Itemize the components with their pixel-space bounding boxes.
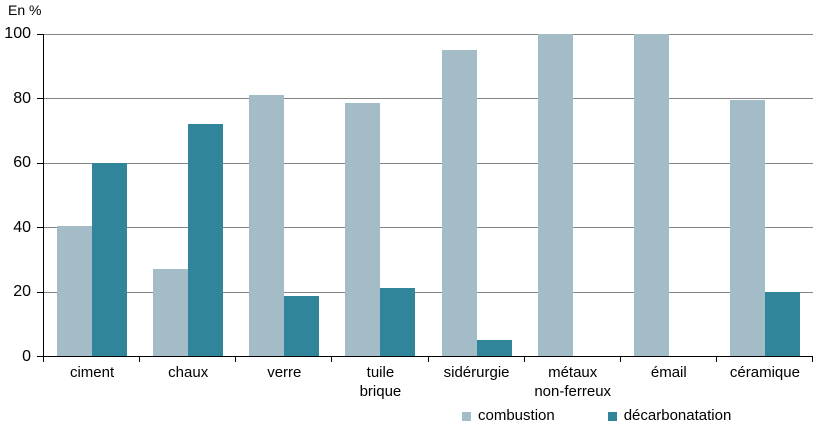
x-axis-tick-8 [812,357,813,362]
plot-area [37,34,813,362]
legend-label-combustion: combustion [478,407,555,424]
y-axis-label-40: 40 [13,218,31,236]
y-axis-tick-40 [37,227,44,229]
x-axis-label-verre: verre [267,364,302,381]
x-axis-tick-5 [523,357,525,362]
chart-legend: combustion décarbonatation [462,407,731,425]
x-axis-tick-1 [139,357,141,362]
gridline-20 [44,291,813,293]
y-axis-label-0: 0 [22,348,31,365]
y-axis-tick-20 [37,291,44,293]
bar-combustion-ciment [57,225,93,356]
y-axis-unit-label: En % [8,2,42,18]
x-axis-tick-0 [43,357,44,362]
bar-group-mail [621,34,717,356]
bar-combustion-sidrurgie [441,50,477,356]
bar-dcarbonatation-chaux [188,124,224,356]
y-axis-tick-60 [37,162,44,164]
bar-group-sidrurgie [429,34,525,356]
y-axis-label-80: 80 [13,89,31,107]
x-axis-label-mail: émail [650,364,687,381]
x-axis-label-tuile-brique: tuile brique [359,364,402,400]
x-axis-label-ciment: ciment [69,364,115,381]
gridline-100 [44,34,813,35]
bar-combustion-chaux [153,269,189,356]
bar-group-cramique [717,34,813,356]
bar-groups [44,34,813,356]
x-axis-tick-2 [235,357,237,362]
gridline-60 [44,162,813,164]
y-axis-tick-100 [37,34,44,35]
bar-group-verre [236,34,332,356]
x-axis-tick-3 [331,357,333,362]
legend-swatch-decarbonatation [607,411,617,421]
x-axis-label-cramique: céramique [729,364,800,381]
x-axis-labels: ciment chaux verre tuile brique sidérurgie mé… [44,363,813,401]
legend-label-decarbonatation: décarbonatation [623,407,732,424]
bar-dcarbonatation-verre [284,296,320,356]
y-axis-label-20: 20 [13,283,31,301]
bar-dcarbonatation-sidrurgie [476,339,512,356]
y-axis-label-100: 100 [4,25,31,42]
bar-group-tuile-brique [332,34,428,356]
y-axis-tick-0 [37,356,44,357]
bar-combustion-mail [633,34,669,356]
x-axis-label-mtaux-non-ferreux: métaux non-ferreux [534,364,612,400]
x-axis-label-sidrurgie: sidérurgie [443,364,510,381]
bar-dcarbonatation-ciment [92,162,128,356]
legend-swatch-combustion [462,411,471,421]
y-axis-label-60: 60 [13,154,31,172]
bar-combustion-tuile-brique [345,103,381,356]
gridline-40 [44,227,813,229]
x-axis-tick-6 [619,357,621,362]
bar-combustion-verre [249,95,285,356]
bar-combustion-cramique [729,100,765,356]
legend-item-combustion: combustion [462,407,555,425]
bar-group-chaux [140,34,236,356]
bar-dcarbonatation-cramique [764,291,800,356]
bar-group-ciment [44,34,140,356]
legend-item-decarbonatation: décarbonatation [607,407,732,425]
bar-dcarbonatation-tuile-brique [380,288,416,356]
x-axis-label-chaux: chaux [168,364,209,381]
gridline-80 [44,98,813,100]
x-axis-tick-4 [427,357,429,362]
bar-combustion-mtaux-non-ferreux [537,34,573,356]
y-axis-tick-80 [37,98,44,100]
x-axis-tick-7 [715,357,717,362]
bar-group-mtaux-non-ferreux [525,34,621,356]
